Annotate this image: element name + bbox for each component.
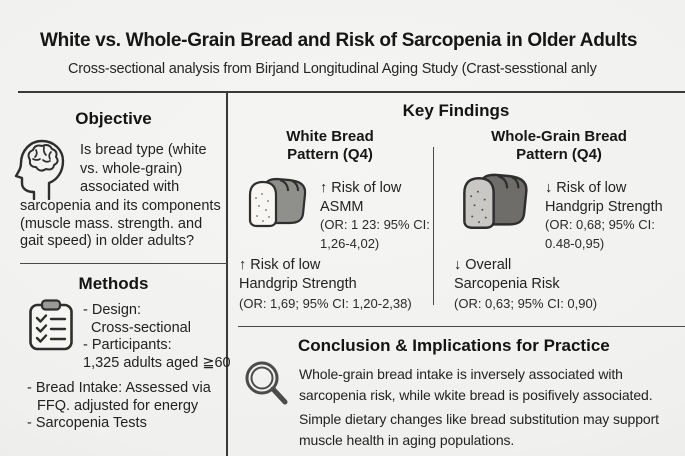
methods-line: FFQ. adjusted for energy (37, 397, 199, 414)
objective-line: vs. whole-grain) (80, 160, 183, 177)
white-bread-finding-secondary: ↑ Risk of low Handgrip Strength (OR: 1,6… (239, 256, 412, 313)
methods-line: - Bread Intake: Assessed via (27, 380, 211, 396)
finding-line: Handgrip Strength (239, 276, 357, 292)
methods-line: - Participants: (83, 337, 172, 353)
clipboard-checklist-icon (27, 298, 75, 352)
objective-text-bottom: sarcopenia and its components (muscle ma… (20, 198, 221, 251)
methods-line: Cross-sectional (91, 319, 191, 336)
finding-line: ↓ Risk of low (545, 180, 627, 196)
conclusion-paragraph-2: Simple dietary changes like bread substi… (299, 409, 659, 450)
finding-line: ASMM (320, 198, 364, 215)
main-vertical-divider (226, 92, 228, 456)
finding-line: Handgrip Strength (545, 198, 663, 215)
whole-grain-heading-line: Pattern (Q4) (516, 146, 602, 163)
objective-line: sarcopenia and its components (20, 198, 221, 214)
header-divider (18, 91, 685, 93)
white-bread-loaf-icon (247, 175, 311, 233)
whole-grain-bread-loaf-icon (461, 171, 533, 235)
methods-line: - Design: (83, 302, 142, 318)
white-bread-heading-line: White Bread (286, 128, 374, 145)
conclusion-line: Simple dietary changes like bread substi… (299, 411, 659, 427)
methods-line: 1,325 adults aged ≧60 (83, 354, 231, 371)
finding-line: ↑ Risk of low (239, 257, 321, 273)
whole-grain-finding-primary: ↓ Risk of low Handgrip Strength (OR: 0,6… (545, 179, 663, 253)
white-bread-heading: White Bread Pattern (Q4) (240, 128, 420, 164)
page-title: White vs. Whole-Grain Bread and Risk of … (40, 30, 638, 51)
white-bread-heading-line: Pattern (Q4) (287, 146, 373, 163)
conclusion-divider (238, 326, 685, 327)
finding-or-line: (OR: 0,68; 95% CI: (545, 217, 655, 232)
finding-or-line: (OR: 1 23: 95% CI: (320, 217, 430, 232)
conclusion-paragraph-1: Whole-grain bread intake is inversely as… (299, 364, 653, 405)
finding-or-line: (OR: 1,69; 95% CI: 1,20-2,38) (239, 296, 412, 311)
conclusion-line: Whole-grain bread intake is inversely as… (299, 366, 623, 382)
objective-line: gait speed) in older adults? (20, 233, 195, 249)
brain-head-icon (13, 138, 67, 200)
whole-grain-heading-line: Whole-Grain Bread (491, 128, 627, 145)
methods-line: - Sarcopenia Tests (27, 415, 147, 431)
magnifier-icon (241, 357, 293, 409)
key-findings-heading: Key Findings (402, 101, 510, 120)
white-bread-finding-primary: ↑ Risk of low ASMM (OR: 1 23: 95% CI: 1,… (320, 179, 430, 253)
methods-text-bottom: - Bread Intake: Assessed via FFQ. adjust… (27, 380, 211, 433)
methods-heading: Methods (78, 274, 149, 293)
finding-or-line: 0.48-0,95) (545, 235, 605, 251)
findings-column-divider (433, 147, 434, 305)
objective-line: Is bread type (white (80, 142, 207, 158)
finding-or-line: (OR: 0,63; 95% CI: 0,90) (454, 296, 598, 311)
whole-grain-bread-heading: Whole-Grain Bread Pattern (Q4) (454, 128, 664, 164)
whole-grain-finding-secondary: ↓ Overall Sarcopenia Risk (OR: 0,63; 95%… (454, 256, 597, 313)
conclusion-line: sarcopenia risk, while wkite bread is po… (299, 386, 653, 403)
page-subtitle: Cross-sectional analysis from Birjand Lo… (68, 61, 597, 77)
finding-line: ↑ Risk of low (320, 180, 402, 196)
conclusion-line: muscle health in aging populations. (299, 431, 515, 448)
finding-line: Sarcopenia Risk (454, 276, 560, 292)
finding-or-line: 1,26-4,02) (320, 235, 380, 251)
objective-heading: Objective (75, 109, 152, 128)
conclusion-heading: Conclusion & Implications for Practice (298, 336, 610, 355)
objective-text-top: Is bread type (white vs. whole-grain) as… (80, 141, 207, 197)
objective-line: associated with (80, 179, 180, 195)
objective-methods-divider (20, 263, 227, 264)
objective-line: (muscle mass. strength. and (20, 215, 203, 232)
methods-text-top: - Design: Cross-sectional - Participants… (83, 302, 231, 372)
finding-line: ↓ Overall (454, 257, 512, 273)
